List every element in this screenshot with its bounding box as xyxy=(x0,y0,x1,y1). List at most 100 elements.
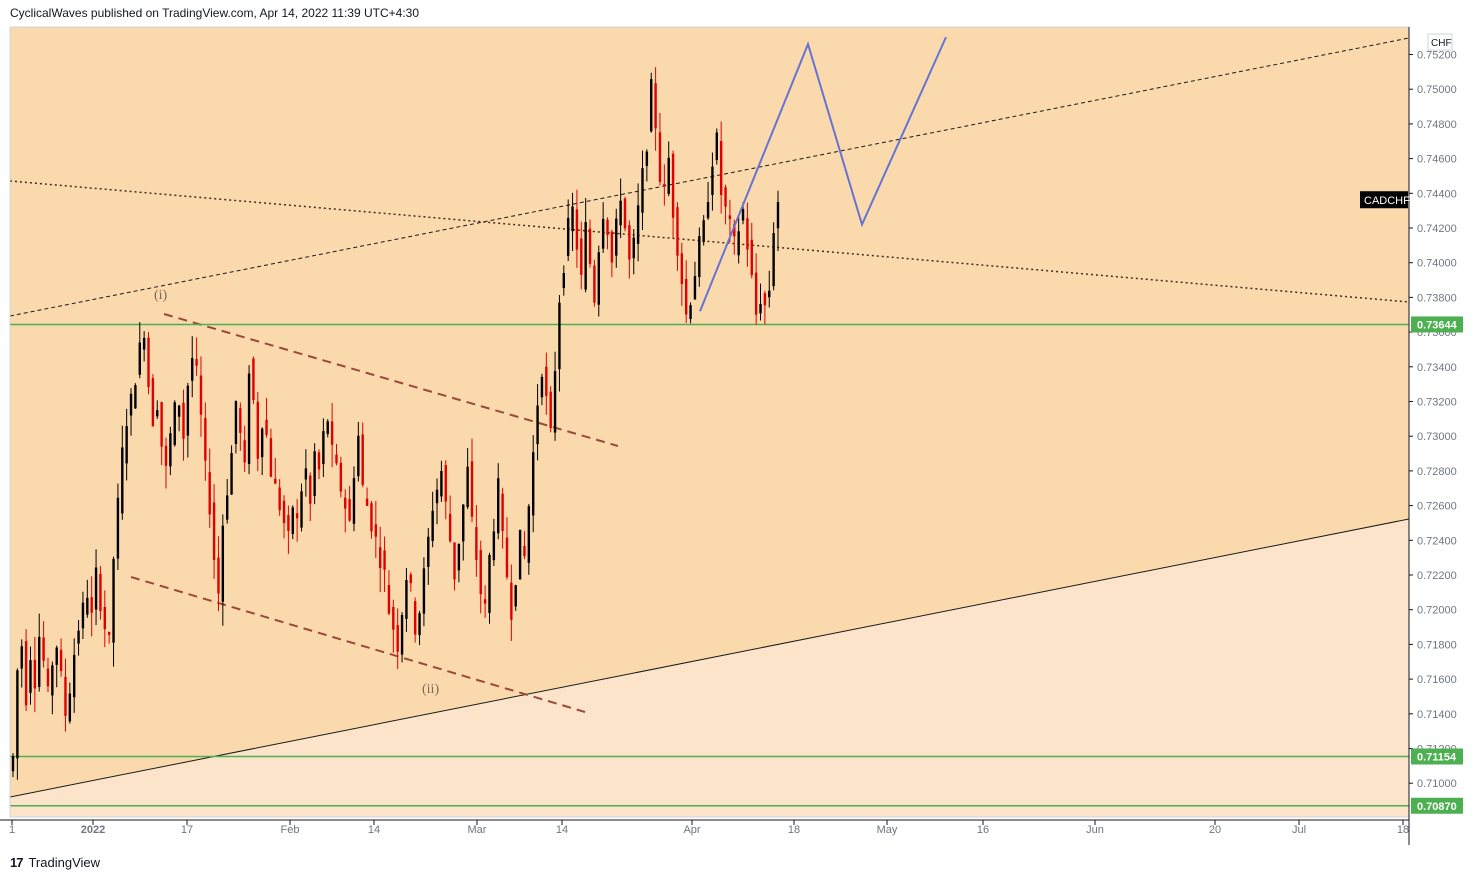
candle-body xyxy=(619,200,622,226)
wave-label-ii: (ii) xyxy=(422,682,439,697)
candle-body xyxy=(422,568,426,614)
publisher-caption: CyclicalWaves published on TradingView.c… xyxy=(10,6,420,20)
candle-body xyxy=(103,606,106,630)
candle-body xyxy=(523,545,526,557)
candle-body xyxy=(300,491,303,528)
candle-body xyxy=(339,462,343,492)
candle-body xyxy=(73,654,76,698)
candle-body xyxy=(142,337,146,350)
candle-body xyxy=(553,371,557,433)
candle-body xyxy=(256,401,259,459)
y-tick-label: 0.74000 xyxy=(1417,258,1457,270)
candle-body xyxy=(230,452,233,495)
candle-body xyxy=(606,219,609,236)
candle-body xyxy=(278,487,281,511)
candle-body xyxy=(287,514,290,531)
candle-body xyxy=(169,433,172,467)
candle-body xyxy=(584,222,587,290)
candle-body xyxy=(457,544,461,571)
candle-body xyxy=(501,493,504,531)
candle-body xyxy=(361,434,364,485)
candle-body xyxy=(671,153,675,218)
candle-body xyxy=(536,405,539,445)
candle-body xyxy=(33,659,37,689)
candle-body xyxy=(440,470,443,497)
candle-body xyxy=(518,529,522,580)
x-tick-label: 14 xyxy=(556,824,568,836)
price-label-bg-1 xyxy=(1411,316,1463,333)
candle-body xyxy=(623,198,627,229)
candle-body xyxy=(427,536,430,567)
candle-body xyxy=(51,665,54,696)
candle-body xyxy=(138,342,141,375)
tradingview-brand: TradingView xyxy=(28,854,101,870)
candle-body xyxy=(344,497,347,509)
candle-body xyxy=(492,531,496,561)
candle-body xyxy=(90,597,93,613)
y-tick-label: 0.74800 xyxy=(1417,119,1457,131)
price-label-2: 0.71154 xyxy=(1417,751,1457,763)
candle-body xyxy=(497,478,500,534)
candle-body xyxy=(532,452,535,516)
candle-body xyxy=(357,435,360,477)
candle-body xyxy=(370,503,373,532)
candle-body xyxy=(514,585,517,607)
candle-body xyxy=(208,472,211,515)
candle-body xyxy=(772,233,775,287)
candle-body xyxy=(107,631,111,635)
candle-body xyxy=(252,358,255,401)
tradingview-footer[interactable]: 17 TradingView xyxy=(10,852,100,872)
candle-body xyxy=(291,507,294,534)
candle-body xyxy=(562,273,565,289)
candle-body xyxy=(274,478,277,484)
candle-body xyxy=(558,302,561,370)
candle-body xyxy=(715,132,718,161)
currency-box xyxy=(1427,33,1453,51)
candle-body xyxy=(719,141,723,196)
candle-body xyxy=(444,465,447,502)
candle-body xyxy=(309,475,312,504)
candle-body xyxy=(68,693,72,722)
candle-body xyxy=(335,454,338,464)
candle-body xyxy=(387,585,391,614)
candle-body xyxy=(326,421,329,434)
flag-upper-line xyxy=(163,313,619,447)
y-tick-label: 0.73200 xyxy=(1417,397,1457,409)
candle-body xyxy=(55,647,58,665)
candle-body xyxy=(645,151,649,166)
candle-body xyxy=(409,574,412,584)
candle-body xyxy=(265,419,268,436)
price-chart[interactable]: (i) (ii) 0.75200 0.75000 0.74800 0.74600 0.744… xyxy=(0,0,1478,848)
candle-body xyxy=(549,391,552,429)
candle-body xyxy=(164,445,168,466)
price-label-bg-3 xyxy=(1411,797,1463,814)
candle-body xyxy=(322,431,325,465)
candle-body xyxy=(243,440,246,463)
candle-body xyxy=(260,428,264,458)
candle-body xyxy=(448,513,452,542)
candle-body xyxy=(365,498,369,506)
candle-body xyxy=(269,438,273,477)
price-label-1: 0.73644 xyxy=(1417,319,1458,331)
candle-body xyxy=(304,468,308,480)
x-tick-label: Apr xyxy=(683,824,700,836)
candle-body xyxy=(217,557,220,594)
candle-body xyxy=(759,303,762,314)
candle-body xyxy=(239,408,242,433)
candle-body xyxy=(698,236,701,278)
candle-body xyxy=(400,615,404,655)
candle-body xyxy=(466,466,469,508)
candle-body xyxy=(737,231,740,256)
candle-body xyxy=(475,527,478,561)
candle-body xyxy=(38,636,41,687)
x-tick-label: Jun xyxy=(1086,824,1104,836)
candle-body xyxy=(396,625,399,652)
candle-body xyxy=(680,253,684,284)
candle-body xyxy=(601,218,605,249)
candle-body xyxy=(177,405,181,417)
candle-body xyxy=(776,202,780,229)
candle-body xyxy=(212,502,216,560)
candle-body xyxy=(379,547,382,568)
candle-body xyxy=(99,573,102,611)
candle-body xyxy=(636,205,640,244)
